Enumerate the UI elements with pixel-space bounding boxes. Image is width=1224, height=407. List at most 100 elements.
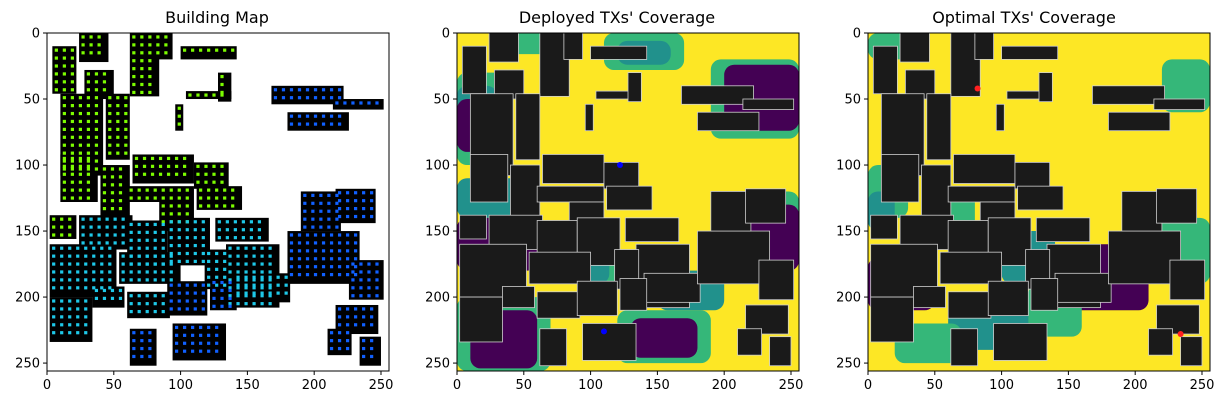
building-marker [68,323,72,327]
building-marker [78,156,82,161]
building-marker [236,291,240,295]
building-marker [375,101,379,105]
building-marker [132,339,136,343]
building-marker [132,67,136,71]
building-marker [145,302,149,306]
building [758,259,795,301]
building-marker [249,236,253,240]
building-marker [321,273,326,277]
building-marker [289,265,294,269]
y-tick-label: 0 [32,27,40,42]
building-marker [354,199,358,203]
building-marker [145,262,149,266]
building-marker [185,212,189,216]
building-marker [145,254,149,258]
building [913,286,946,309]
building-marker [260,286,264,290]
building-marker [343,101,347,105]
building-marker [105,225,109,229]
building-marker [108,104,112,108]
building-marker [140,339,144,343]
building-marker [62,48,66,52]
building-marker [174,349,179,353]
building-marker [329,331,334,335]
building-marker [102,288,107,293]
building-marker [97,51,101,55]
x-tick-label: 100 [168,378,193,393]
building [745,188,787,224]
building-marker [54,56,58,60]
building-marker [52,307,56,311]
building-marker [94,119,99,124]
building-marker [94,80,99,84]
transmitter-marker [1177,331,1184,338]
building-marker [225,228,229,232]
building-marker [276,291,280,295]
building-marker [76,315,80,319]
building-marker [228,280,232,285]
x-tick-label: 250 [1190,378,1215,393]
building-marker [148,59,152,63]
building-marker [268,278,272,282]
building-marker [215,48,219,52]
building-marker [268,275,272,279]
building-marker [70,156,74,161]
building-marker [129,230,133,234]
building [769,336,792,367]
building-marker [183,333,187,337]
building-marker [185,259,189,264]
building-marker [191,333,195,337]
y-tick-label: 250 [15,357,40,372]
building-marker [367,101,371,105]
building-marker [164,43,168,47]
building-marker [345,233,350,237]
building-marker [142,164,147,168]
building-marker [201,259,205,264]
building-marker [84,307,88,311]
building-marker [252,275,256,279]
y-tick-label: 150 [15,225,40,240]
building-marker [236,275,240,279]
building-marker [137,294,141,298]
building-marker [244,286,248,290]
transmitter-marker [600,328,607,335]
building-marker [311,193,315,197]
building-marker [321,249,326,253]
x-tick-label: 150 [235,378,260,393]
building-marker [105,241,109,245]
building-marker [193,283,197,287]
building-marker [148,90,152,95]
building-marker [60,246,64,250]
building-marker [92,246,96,250]
building-marker [70,143,74,147]
building-marker [284,291,288,295]
building-marker [215,325,219,330]
building-marker [169,283,173,287]
building-marker [212,93,216,97]
building-marker [260,254,264,258]
building-marker [260,294,264,298]
building-marker [92,278,96,282]
building-marker [140,82,144,87]
building-marker [70,56,74,60]
building-marker [236,262,240,266]
building-marker [62,127,66,131]
building-marker [199,349,203,353]
building-marker [153,254,157,258]
building-marker [311,209,315,213]
x-tick-label: 200 [302,378,327,393]
building-marker [140,346,144,351]
building-marker [132,354,136,359]
building-marker [100,286,104,290]
building-marker [166,164,171,168]
building [947,291,992,319]
building-marker [169,188,173,192]
building-marker [241,220,245,224]
building-marker [153,270,157,274]
building-marker [177,220,181,224]
building [127,186,194,202]
building-marker [60,217,64,221]
building-marker [68,286,72,290]
building-marker [140,51,144,55]
building-marker [68,315,72,319]
